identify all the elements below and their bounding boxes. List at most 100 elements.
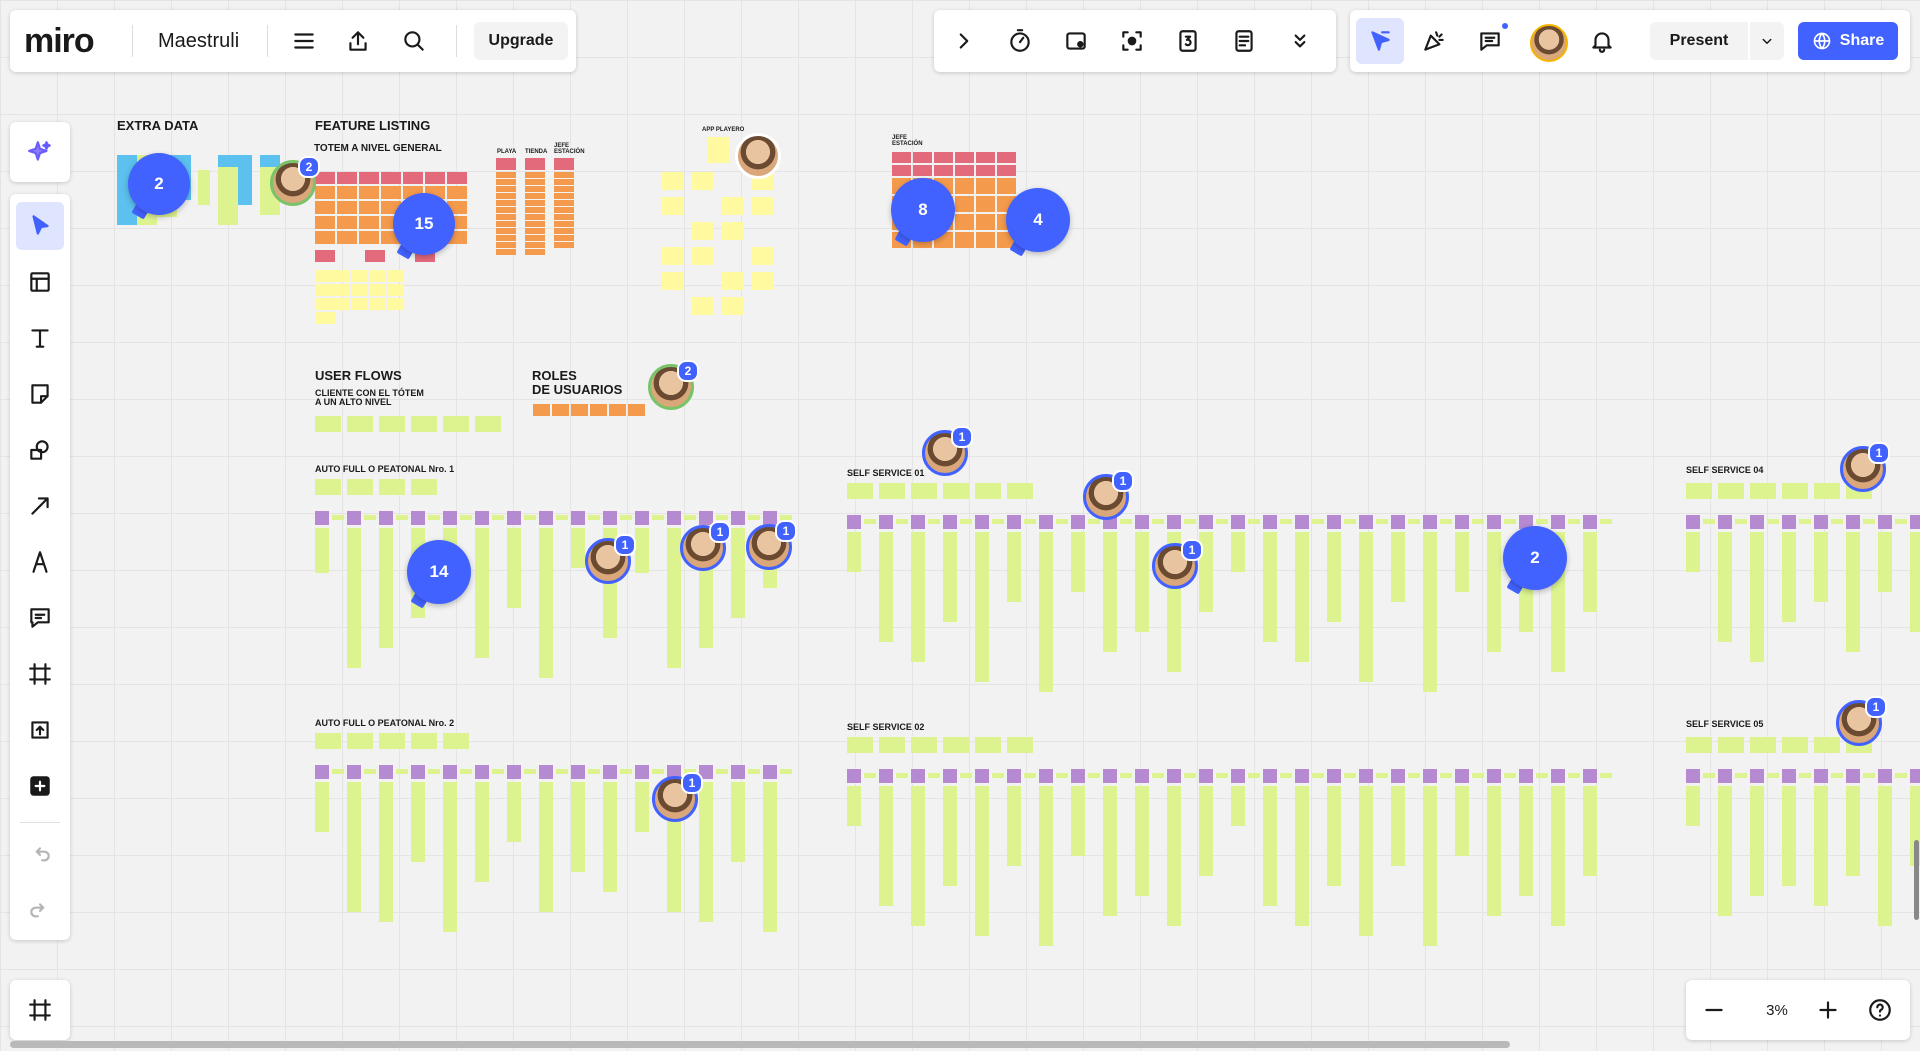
sticky-note[interactable] <box>411 765 425 779</box>
sticky-note[interactable] <box>315 298 331 310</box>
sticky-note[interactable] <box>1455 786 1469 856</box>
cursor-flag-icon[interactable] <box>1356 18 1404 64</box>
sticky-note[interactable] <box>428 769 440 774</box>
sticky-note[interactable] <box>1056 773 1068 778</box>
sticky-note[interactable] <box>847 515 861 529</box>
sticky-note[interactable] <box>1327 769 1341 783</box>
sticky-note[interactable] <box>692 297 714 315</box>
sticky-note[interactable] <box>475 511 489 525</box>
sticky-note[interactable] <box>315 765 329 779</box>
sticky-note[interactable] <box>590 404 607 416</box>
sticky-note[interactable] <box>351 298 367 310</box>
sticky-note[interactable] <box>1071 515 1085 529</box>
sticky-note[interactable] <box>315 250 335 262</box>
sticky-note[interactable] <box>1536 773 1548 778</box>
sticky-note[interactable] <box>1878 786 1892 926</box>
sticky-note[interactable] <box>1718 737 1744 753</box>
sticky-note[interactable] <box>1703 519 1715 524</box>
sticky-note[interactable] <box>1184 519 1196 524</box>
sticky-note[interactable] <box>507 765 521 779</box>
sticky-note[interactable] <box>1088 519 1100 524</box>
sticky-note[interactable] <box>1167 769 1181 783</box>
sticky-note[interactable] <box>315 186 335 199</box>
sticky-note[interactable] <box>403 172 423 184</box>
sticky-note[interactable] <box>554 228 574 234</box>
sticky-note[interactable] <box>1408 519 1420 524</box>
sticky-note[interactable] <box>1423 786 1437 946</box>
sticky-note[interactable] <box>443 733 469 749</box>
sticky-note[interactable] <box>507 511 521 525</box>
sticky-note[interactable] <box>1863 519 1875 524</box>
sticky-note[interactable] <box>411 511 425 525</box>
sticky-note[interactable] <box>731 782 745 862</box>
sticky-note[interactable] <box>315 416 341 432</box>
sticky-note[interactable] <box>396 769 408 774</box>
sticky-note[interactable] <box>1376 773 1388 778</box>
sticky-note[interactable] <box>1391 786 1405 866</box>
sticky-note[interactable] <box>1583 786 1597 876</box>
sticky-note[interactable] <box>365 250 385 262</box>
sticky-note[interactable] <box>847 786 861 826</box>
sticky-note[interactable] <box>554 207 574 213</box>
frames-icon[interactable] <box>18 988 62 1032</box>
focus-icon[interactable] <box>1110 19 1154 63</box>
sticky-note[interactable] <box>976 165 995 176</box>
sticky-note[interactable] <box>934 165 953 176</box>
sticky-note[interactable] <box>379 782 393 922</box>
sticky-note[interactable] <box>1007 737 1033 753</box>
sticky-note[interactable] <box>722 272 744 290</box>
sticky-note[interactable] <box>1750 483 1776 499</box>
sticky-note[interactable] <box>780 769 792 774</box>
sticky-note[interactable] <box>351 284 367 296</box>
sticky-note[interactable] <box>1846 786 1860 876</box>
sticky-note[interactable] <box>763 782 777 932</box>
sticky-note[interactable] <box>975 737 1001 753</box>
sticky-note[interactable] <box>1487 769 1501 783</box>
sticky-note[interactable] <box>1440 519 1452 524</box>
sticky-note[interactable] <box>315 284 331 296</box>
sticky-note[interactable] <box>428 515 440 520</box>
miro-logo[interactable]: miro <box>24 22 95 60</box>
sticky-note[interactable] <box>997 178 1016 194</box>
sticky-note[interactable] <box>359 216 379 229</box>
sticky-note[interactable] <box>1391 515 1405 529</box>
sticky-note[interactable] <box>315 270 335 282</box>
pen-icon[interactable] <box>18 540 62 584</box>
sticky-note[interactable] <box>1135 769 1149 783</box>
sticky-note[interactable] <box>333 298 349 310</box>
sticky-note[interactable] <box>1071 532 1085 592</box>
avatar[interactable] <box>735 133 781 179</box>
sticky-note[interactable] <box>496 193 516 199</box>
sticky-note[interactable] <box>571 511 585 525</box>
comment-bubble[interactable]: 14 <box>407 540 471 604</box>
comment-bubble[interactable]: 4 <box>1006 188 1070 252</box>
sticky-note[interactable] <box>359 186 379 199</box>
sticky-note[interactable] <box>1718 786 1732 916</box>
sticky-note[interactable] <box>1312 519 1324 524</box>
templates-icon[interactable] <box>18 260 62 304</box>
sticky-note[interactable] <box>1799 773 1811 778</box>
sticky-note[interactable] <box>337 172 357 184</box>
sticky-note[interactable] <box>337 216 357 229</box>
sticky-note[interactable] <box>1295 769 1309 783</box>
sticky-note[interactable] <box>667 528 681 668</box>
sticky-note[interactable] <box>1814 515 1828 529</box>
sticky-note[interactable] <box>460 515 472 520</box>
sticky-note[interactable] <box>1568 519 1580 524</box>
sticky-note[interactable] <box>1686 786 1700 826</box>
sticky-note[interactable] <box>315 270 331 282</box>
zoom-level[interactable]: 3% <box>1766 1002 1788 1019</box>
sticky-note[interactable] <box>1750 769 1764 783</box>
sticky-note[interactable] <box>1103 769 1117 783</box>
sticky-note[interactable] <box>571 528 585 568</box>
sticky-note[interactable] <box>554 172 574 178</box>
sticky-note[interactable] <box>879 769 893 783</box>
sticky-note[interactable] <box>879 532 893 642</box>
sticky-note[interactable] <box>556 515 568 520</box>
sticky-note[interactable] <box>496 179 516 185</box>
sticky-note[interactable] <box>1039 786 1053 946</box>
more-apps-icon[interactable] <box>18 764 62 808</box>
sticky-note[interactable] <box>347 782 361 912</box>
sticky-note[interactable] <box>1750 737 1776 753</box>
sticky-note[interactable] <box>892 152 911 163</box>
